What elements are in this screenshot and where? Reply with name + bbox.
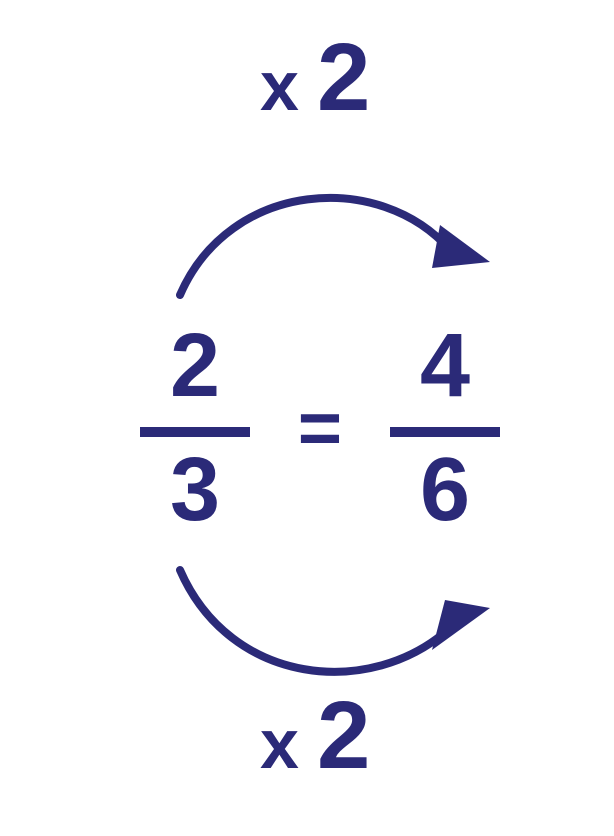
bottom-arrow-path xyxy=(180,570,450,672)
left-numerator: 2 xyxy=(170,316,220,416)
bottom-multiply-x: x xyxy=(260,705,299,783)
equivalent-fractions-diagram: 2 3 = 4 6 x 2 x 2 xyxy=(0,0,614,836)
right-numerator: 4 xyxy=(420,316,470,416)
bottom-arrow-head xyxy=(432,600,490,650)
bottom-multiply-val: 2 xyxy=(317,682,370,789)
right-denominator: 6 xyxy=(420,440,470,540)
top-multiply-x: x xyxy=(260,47,299,125)
top-arrow-path xyxy=(180,198,450,295)
left-denominator: 3 xyxy=(170,440,220,540)
top-multiply-val: 2 xyxy=(317,24,370,131)
top-arrow-head xyxy=(432,225,490,268)
equals-sign: = xyxy=(298,386,342,471)
